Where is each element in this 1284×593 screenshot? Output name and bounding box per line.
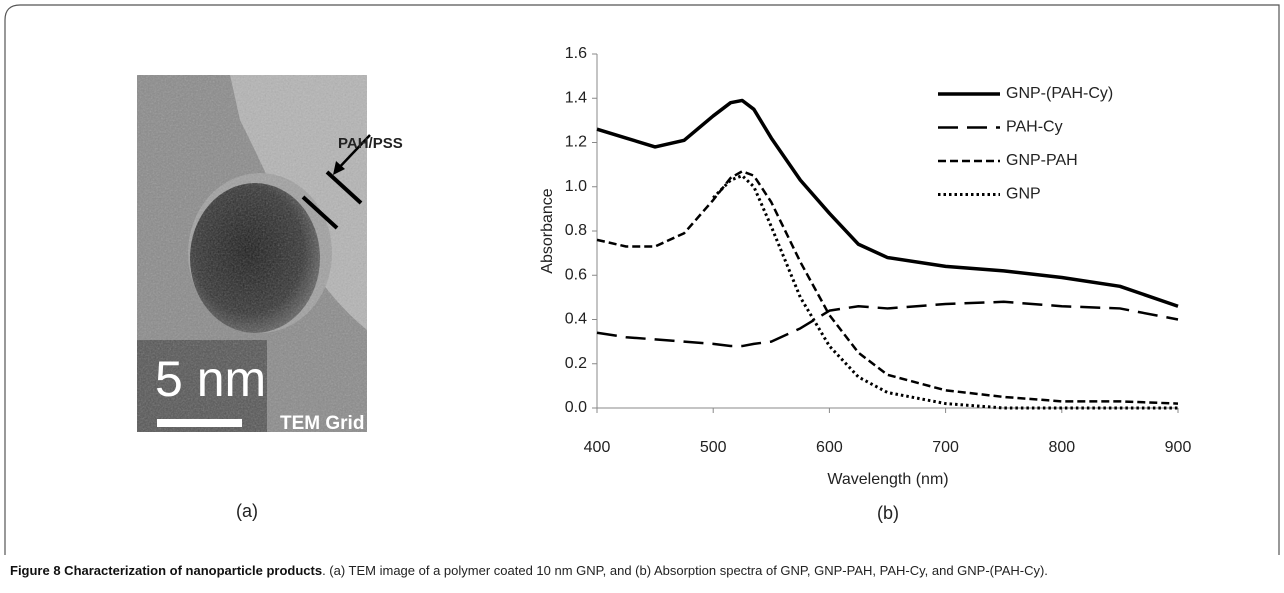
- x-tick-label: 500: [700, 439, 727, 456]
- y-tick-label: 1.6: [565, 45, 587, 62]
- caption-text: . (a) TEM image of a polymer coated 10 n…: [322, 563, 1048, 578]
- x-tick-label: 900: [1165, 439, 1192, 456]
- data-line: [712, 174, 1178, 410]
- frame: [4, 4, 1280, 555]
- scale-label: 5 nm: [155, 351, 266, 407]
- legend-label: GNP: [1006, 186, 1041, 203]
- y-tick-label: 0.2: [565, 355, 587, 372]
- x-tick-label: 700: [932, 439, 959, 456]
- y-tick-label: 1.0: [565, 178, 587, 195]
- legend-label: GNP-(PAH-Cy): [1006, 85, 1113, 102]
- data-line: [596, 170, 1179, 405]
- legend-label: GNP-PAH: [1006, 152, 1078, 169]
- data-line: [596, 98, 1179, 308]
- y-tick-label: 1.4: [565, 89, 587, 106]
- panel-label: (a): [236, 501, 258, 521]
- y-tick-label: 1.2: [565, 134, 587, 151]
- data-line: [596, 300, 1179, 348]
- x-tick-label: 800: [1048, 439, 1075, 456]
- y-tick-label: 0.6: [565, 266, 587, 283]
- y-tick-label: 0.8: [565, 222, 587, 239]
- coating-label: PAH/PSS: [338, 135, 403, 152]
- tem-image: [137, 75, 371, 432]
- x-tick-label: 400: [584, 439, 611, 456]
- x-axis-label: Wavelength (nm): [827, 471, 948, 488]
- y-tick-label: 0.0: [565, 399, 587, 416]
- y-tick-label: 0.4: [565, 311, 587, 328]
- grid-label: TEM Grid: [280, 413, 364, 434]
- panel-label: (b): [877, 503, 899, 523]
- figure: PAH/PSS 5 nm TEM Grid (a) (b) Wavelength…: [4, 4, 1280, 555]
- y-axis-label: Absorbance: [539, 188, 556, 273]
- legend-label: PAH-Cy: [1006, 119, 1063, 136]
- caption: Figure 8 Characterization of nanoparticl…: [10, 562, 1272, 580]
- caption-title: Figure 8 Characterization of nanoparticl…: [10, 563, 323, 578]
- x-tick-label: 600: [816, 439, 843, 456]
